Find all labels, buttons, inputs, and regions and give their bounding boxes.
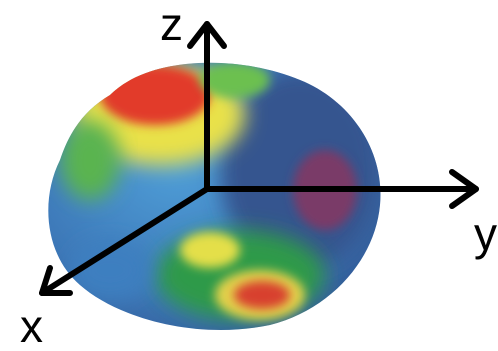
x-label: x (20, 300, 43, 351)
z-label: z (160, 0, 183, 50)
y-label: y (474, 208, 497, 260)
diagram: z y x (0, 0, 498, 351)
geoid-surface (30, 40, 400, 350)
page: z y x (() => { const data = JSON.parse(d… (0, 0, 498, 351)
